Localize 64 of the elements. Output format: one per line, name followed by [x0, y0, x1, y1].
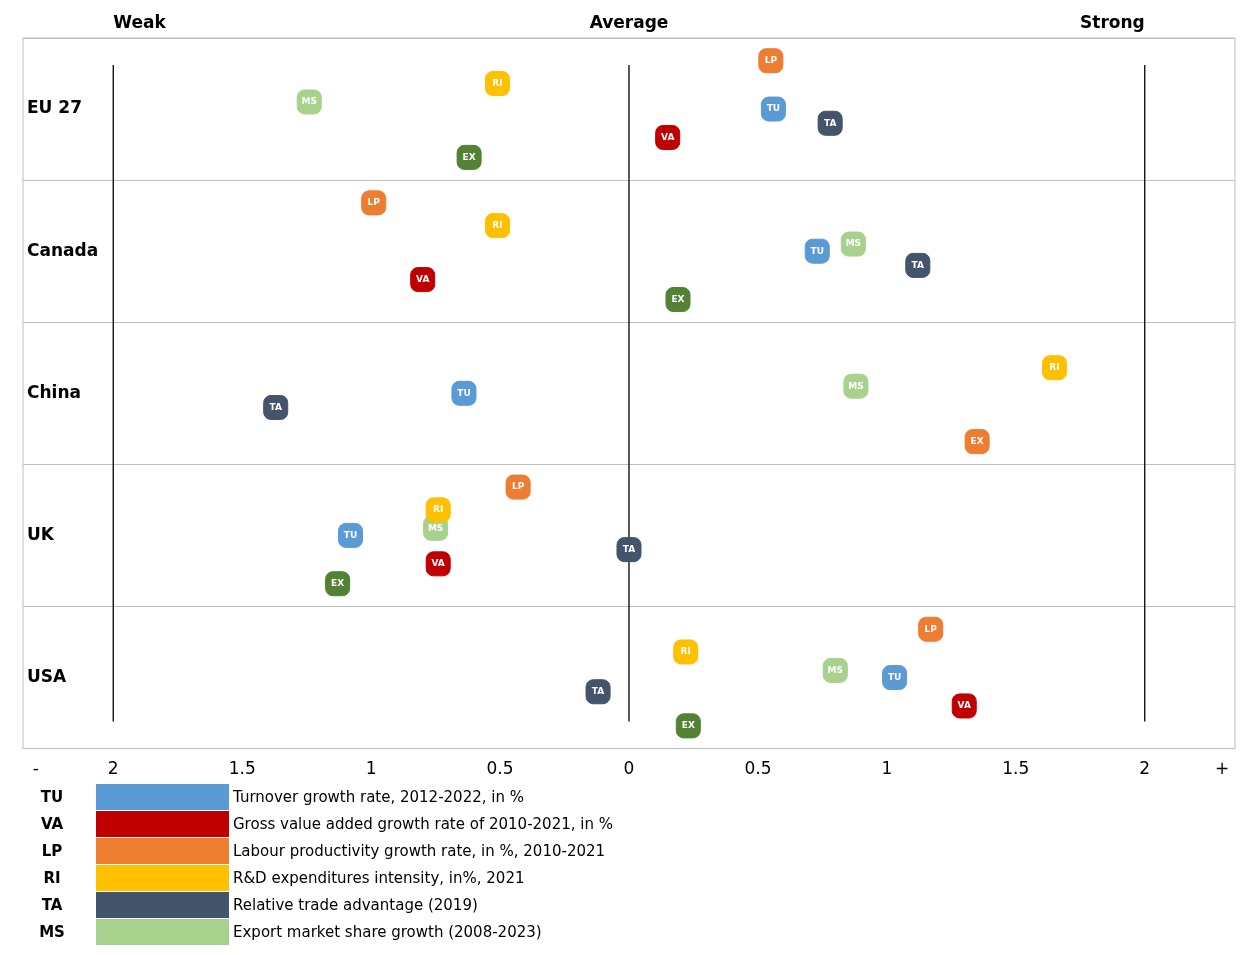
series-label: RI	[433, 504, 444, 515]
text: RI	[43, 868, 61, 887]
text: VA	[957, 700, 971, 711]
text: Gross value added growth rate of 2010-2021, in %	[233, 814, 613, 833]
x-tick-label: 1.5	[228, 758, 256, 779]
text: VA	[431, 558, 445, 569]
series-label: VA	[416, 273, 430, 284]
y-tick-label: USA	[27, 665, 68, 686]
y-tick-label: China	[27, 381, 81, 402]
text: RI	[492, 219, 503, 230]
x-tick-label: -	[32, 758, 39, 779]
x-tick-label: 1	[881, 758, 893, 779]
text: RI	[492, 77, 503, 88]
text: Relative trade advantage (2019)	[233, 895, 478, 914]
series-label: EX	[681, 720, 695, 731]
text: TU	[40, 787, 64, 806]
text: MS	[845, 238, 862, 249]
text: Average	[589, 11, 669, 32]
text: Labour productivity growth rate, in %, 2010-2021	[233, 841, 606, 860]
text: MS	[427, 522, 444, 533]
x-tick-label: 0.5	[744, 758, 772, 779]
text: TA	[591, 686, 605, 697]
text: Strong	[1080, 11, 1145, 32]
x-tick-label: 0.5	[486, 758, 514, 779]
series-label: LP	[511, 481, 525, 492]
text: MS	[827, 664, 844, 675]
text: TA	[823, 117, 837, 128]
x-tick-label: 2	[107, 758, 119, 779]
series-label: TU	[766, 103, 781, 114]
text: MS	[848, 380, 864, 391]
y-tick-label: EU 27	[27, 97, 82, 118]
text: RI	[1049, 362, 1060, 373]
text: EX	[462, 151, 476, 162]
x-tick-label: 1	[365, 758, 377, 779]
text: EX	[970, 435, 984, 446]
y-tick-label: UK	[27, 523, 55, 544]
x-tick-label: +	[1214, 758, 1230, 779]
text: MS	[39, 922, 65, 941]
series-label: MS	[301, 96, 317, 107]
text: TA	[41, 895, 63, 914]
text: R&D expenditures intensity, in%, 2021	[233, 868, 525, 887]
x-tick-label: 2	[1139, 758, 1151, 779]
text: TU	[343, 529, 358, 540]
text: Weak	[113, 11, 167, 32]
text: Export market share growth (2008-2023)	[233, 922, 542, 941]
x-tick-label: 0	[623, 758, 635, 779]
text: RI	[680, 646, 691, 657]
text: LP	[367, 197, 380, 208]
text: TU	[810, 245, 824, 256]
text: LP	[41, 841, 63, 860]
text: Turnover growth rate, 2012-2022, in %	[233, 787, 524, 806]
text: TU	[887, 671, 902, 682]
series-label: TA	[911, 259, 925, 270]
text: TA	[269, 401, 282, 412]
text: VA	[40, 814, 64, 833]
text: VA	[661, 131, 675, 142]
text: TA	[622, 543, 636, 554]
y-tick-label: Canada	[27, 239, 99, 260]
text: EX	[671, 293, 685, 304]
text: LP	[764, 55, 777, 66]
text: TU	[457, 387, 471, 398]
text: EX	[331, 578, 345, 589]
text: LP	[924, 623, 937, 634]
x-tick-label: 1.5	[1002, 758, 1030, 779]
